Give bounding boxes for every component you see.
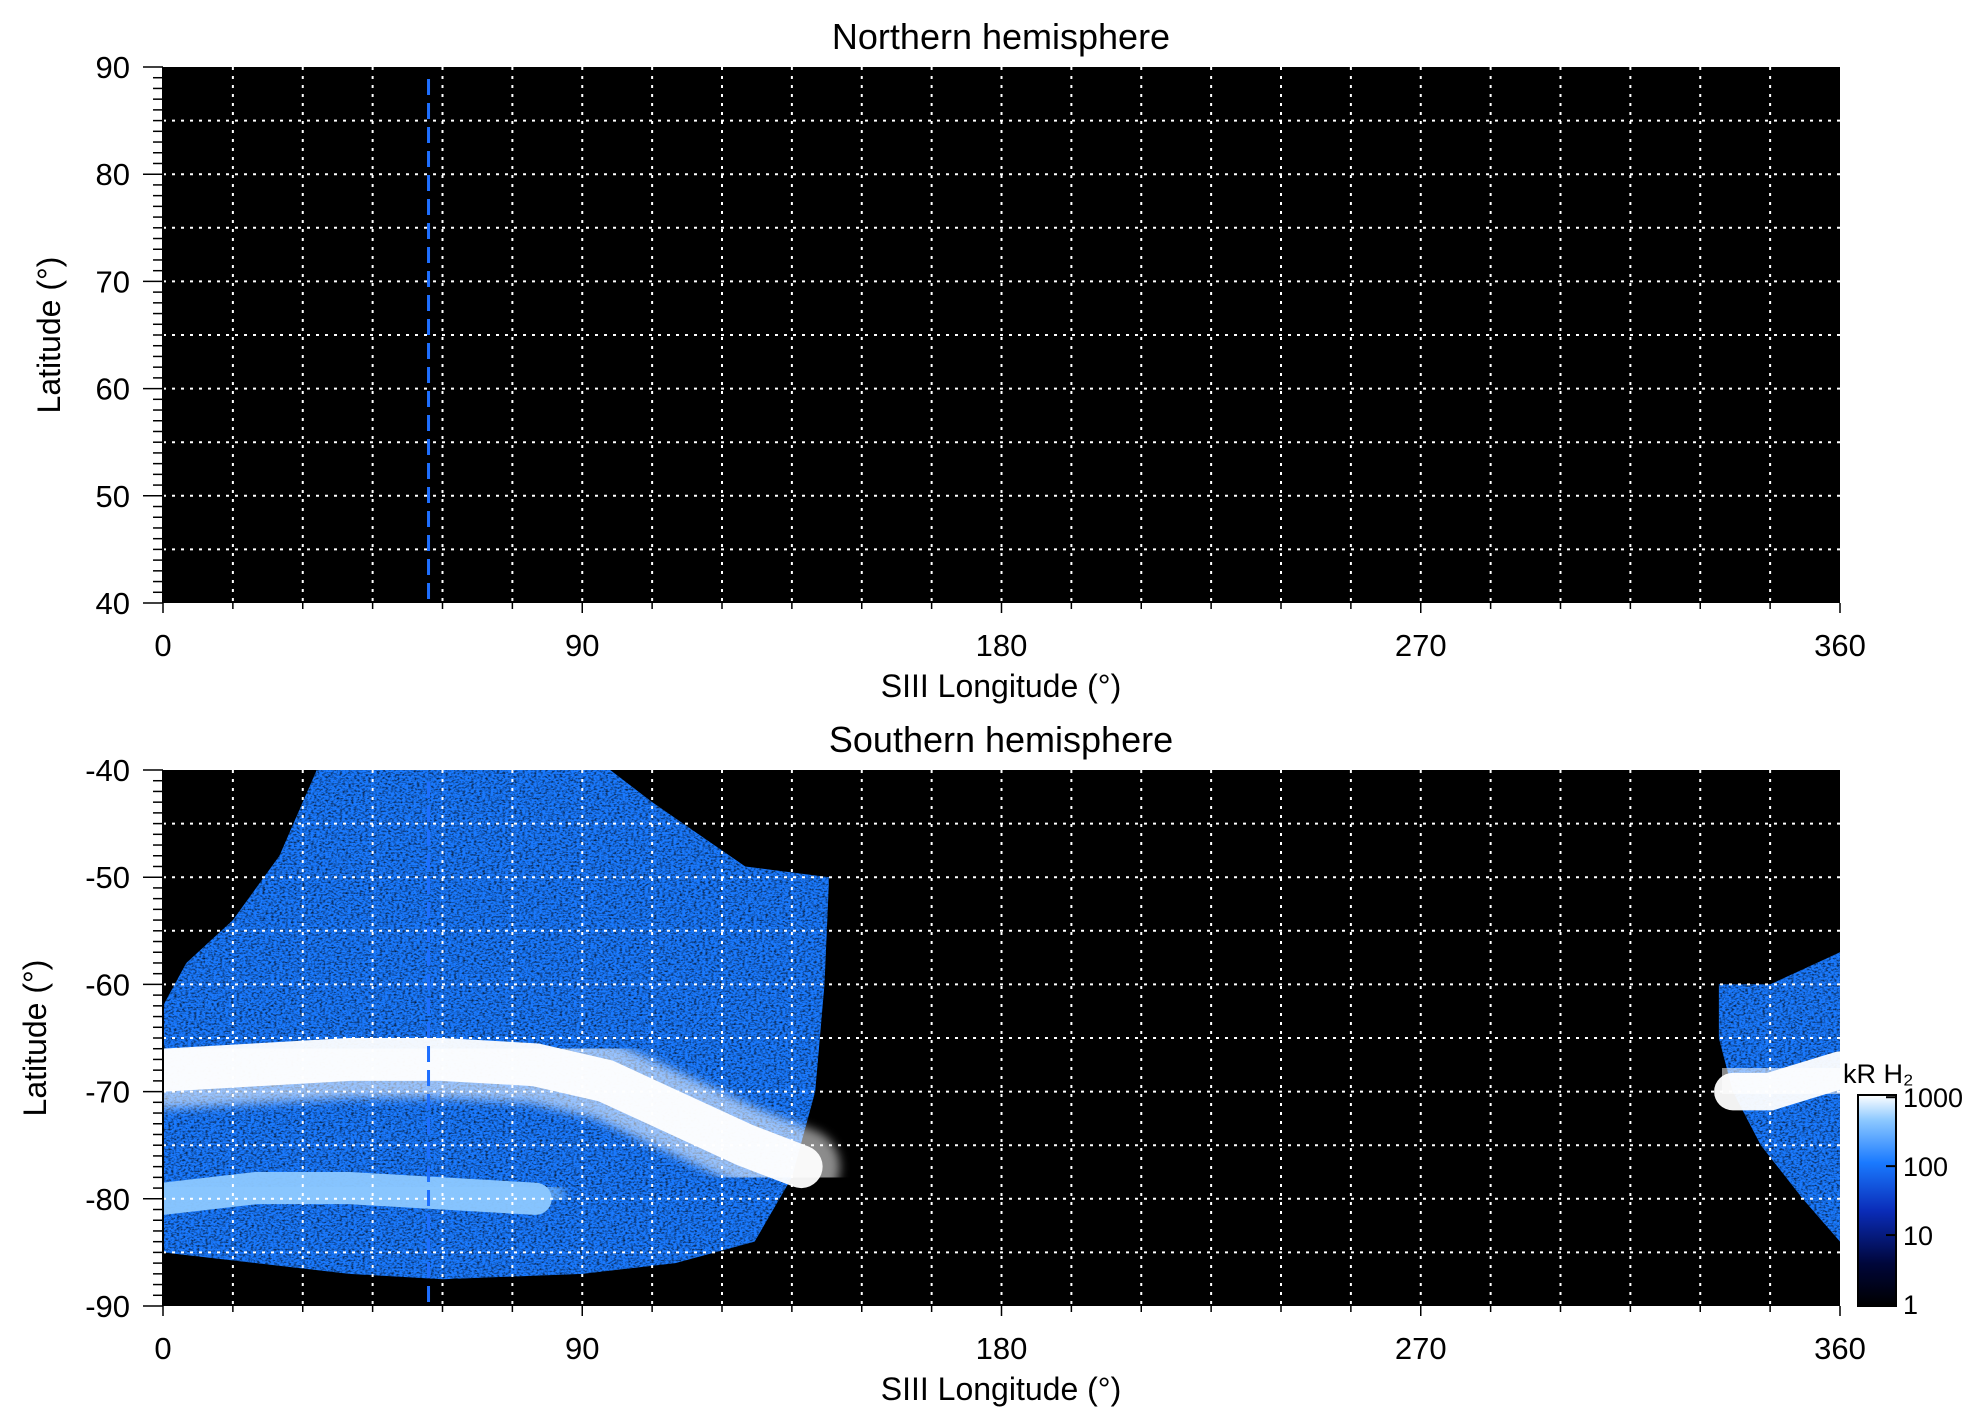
colorbar-tick-label: 1000	[1903, 1083, 1963, 1113]
north-y-tick-label: 90	[96, 50, 130, 85]
south-y-tick-label: -70	[85, 1075, 130, 1110]
north-x-tick-label: 270	[1395, 628, 1447, 663]
south-y-tick-label: -90	[85, 1289, 130, 1324]
south-y-axis: -40 -50 -60 -70 -80 -90	[85, 753, 164, 1324]
south-y-tick-label: -80	[85, 1182, 130, 1217]
south-y-tick-label: -60	[85, 967, 130, 1002]
south-x-tick-label: 270	[1395, 1331, 1447, 1366]
south-x-tick-label: 0	[154, 1331, 171, 1366]
north-y-axis: 40 50 60 70 80 90	[96, 50, 164, 621]
south-emission-layer	[163, 770, 1840, 1280]
south-x-tick-label: 360	[1814, 1331, 1866, 1366]
colorbar: kR H₂ 1 10 100 1000	[1843, 1059, 1963, 1320]
north-x-tick-label: 90	[565, 628, 599, 663]
south-y-tick-label: -40	[85, 753, 130, 788]
north-y-tick-label: 60	[96, 372, 130, 407]
south-grid	[163, 770, 1840, 1306]
main-oval-band	[163, 1038, 823, 1189]
south-x-tick-label: 90	[565, 1331, 599, 1366]
south-y-axis-label: Latitude (°)	[17, 960, 53, 1117]
colorbar-tick-label: 100	[1903, 1152, 1948, 1182]
north-x-axis: 0 90 180 270 360	[154, 603, 1866, 663]
southern-hemisphere-panel: Southern hemisphere -40 -50 -60 -70 -80 -90 0…	[17, 719, 1866, 1407]
secondary-band	[163, 1172, 552, 1215]
colorbar-ticks: 1 10 100 1000	[1886, 1083, 1963, 1320]
south-panel-title: Southern hemisphere	[829, 719, 1173, 760]
north-y-tick-label: 50	[96, 479, 130, 514]
north-grid	[163, 67, 1840, 603]
north-y-tick-label: 80	[96, 157, 130, 192]
north-panel-title: Northern hemisphere	[832, 16, 1170, 57]
south-x-tick-label: 180	[976, 1331, 1028, 1366]
colorbar-tick-label: 10	[1903, 1221, 1933, 1251]
right-edge-oval-band	[1714, 1051, 1840, 1111]
south-x-axis-label: SIII Longitude (°)	[881, 1371, 1121, 1407]
colorbar-tick-label: 1	[1903, 1290, 1918, 1320]
colorbar-gradient	[1857, 1094, 1897, 1307]
north-x-tick-label: 0	[154, 628, 171, 663]
north-x-axis-label: SIII Longitude (°)	[881, 668, 1121, 704]
south-y-tick-label: -50	[85, 860, 130, 895]
north-y-tick-label: 70	[96, 264, 130, 299]
north-y-tick-label: 40	[96, 586, 130, 621]
north-x-tick-label: 180	[976, 628, 1028, 663]
northern-hemisphere-panel: Northern hemisphere 40 50 60 70 80 90 0 90 180 2…	[31, 16, 1866, 704]
south-x-axis: 0 90 180 270 360	[154, 1306, 1866, 1366]
colorbar-label: kR H₂	[1843, 1059, 1913, 1089]
north-y-axis-label: Latitude (°)	[31, 257, 67, 414]
north-x-tick-label: 360	[1814, 628, 1866, 663]
